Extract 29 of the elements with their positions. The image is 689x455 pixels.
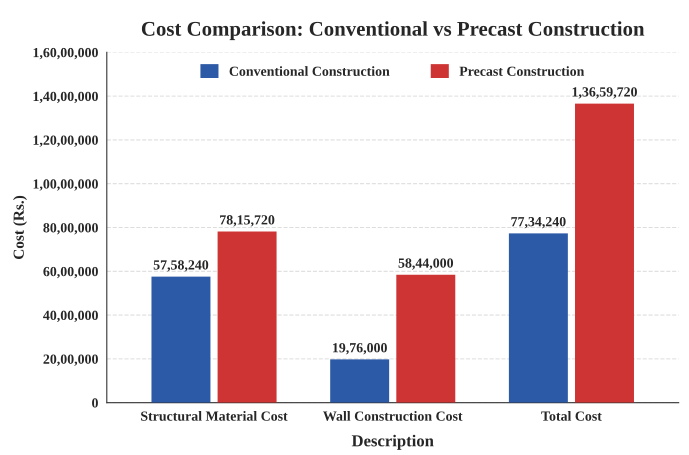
x-tick-label: Wall Construction Cost [323, 411, 463, 421]
x-tick-label: Structural Material Cost [141, 411, 288, 421]
y-tick-label: 80,00,000 [43, 223, 98, 234]
y-axis-title: Cost (Rs.) [13, 196, 27, 259]
y-tick-label: 1,60,00,000 [34, 48, 98, 60]
bar [508, 233, 568, 403]
y-tick-label: 1,20,00,000 [34, 135, 98, 147]
data-label: 77,34,240 [511, 216, 566, 228]
y-tick-label: 20,00,000 [43, 354, 98, 366]
x-axis-title: Description [352, 434, 434, 450]
y-tick-label: 0 [92, 398, 98, 408]
legend-label: Conventional Construction [230, 66, 390, 76]
data-label: 1,36,59,720 [572, 87, 637, 99]
y-tick-label: 1,00,00,000 [34, 179, 98, 191]
x-tick-label: Total Cost [541, 411, 602, 421]
bar [575, 104, 634, 403]
bar [330, 359, 390, 403]
data-label: 58,44,000 [398, 258, 454, 270]
y-tick-label: 40,00,000 [43, 310, 98, 322]
bar [396, 274, 456, 403]
data-label: 57,58,240 [154, 260, 208, 272]
y-tick-label: 1,40,00,000 [34, 92, 98, 104]
chart-title: Cost Comparison: Conventional vs Precast Construction [142, 21, 644, 40]
data-label: 19,76,000 [333, 343, 387, 354]
legend-label: Precast Construction [459, 66, 584, 76]
data-label: 78,15,720 [220, 215, 274, 227]
bar [218, 232, 277, 403]
bar [151, 276, 210, 403]
y-tick-label: 60,00,000 [43, 266, 98, 278]
